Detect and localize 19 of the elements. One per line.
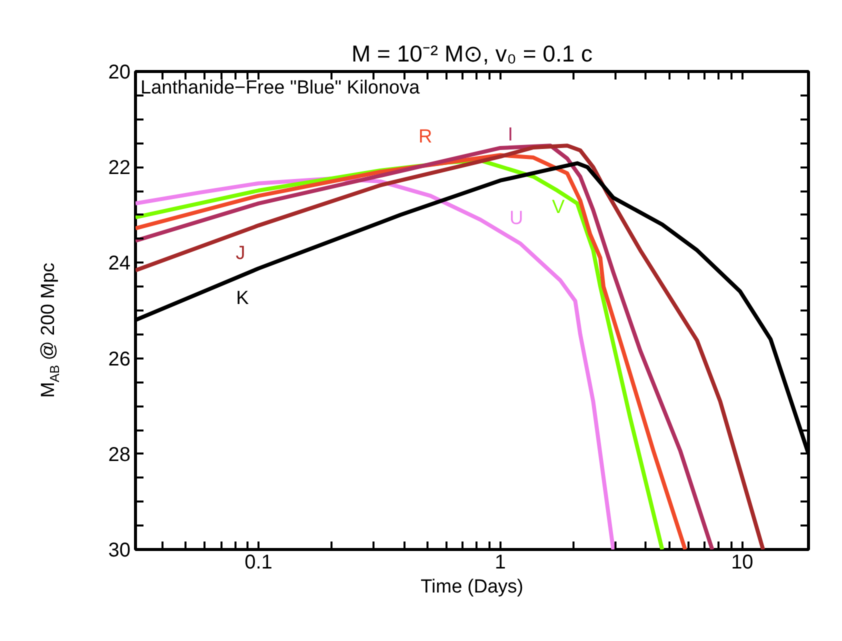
y-tick-label: 26 <box>108 348 131 370</box>
x-axis-title: Time (Days) <box>420 576 524 598</box>
series-label: I <box>508 124 513 146</box>
y-tick-label: 24 <box>108 252 131 275</box>
chart-title: M = 10⁻² M⊙, v₀ = 0.1 c <box>351 40 593 66</box>
y-axis-title: MAB @ 200 Mpc <box>38 262 62 398</box>
x-tick-label: 0.1 <box>244 552 272 574</box>
series-label: V <box>552 197 565 218</box>
chart-subtitle: Lanthanide−Free "Blue" Kilonova <box>140 78 420 98</box>
x-tick-label: 10 <box>731 552 754 574</box>
series-label: U <box>510 208 524 230</box>
y-tick-label: 22 <box>108 157 131 180</box>
series-label: K <box>236 288 250 309</box>
series-label: R <box>418 126 432 148</box>
y-tick-label: 28 <box>108 444 131 466</box>
series-label: J <box>236 242 246 264</box>
y-tick-label: 30 <box>108 540 131 562</box>
y-tick-label: 20 <box>108 62 131 84</box>
x-tick-label: 1 <box>494 552 506 574</box>
